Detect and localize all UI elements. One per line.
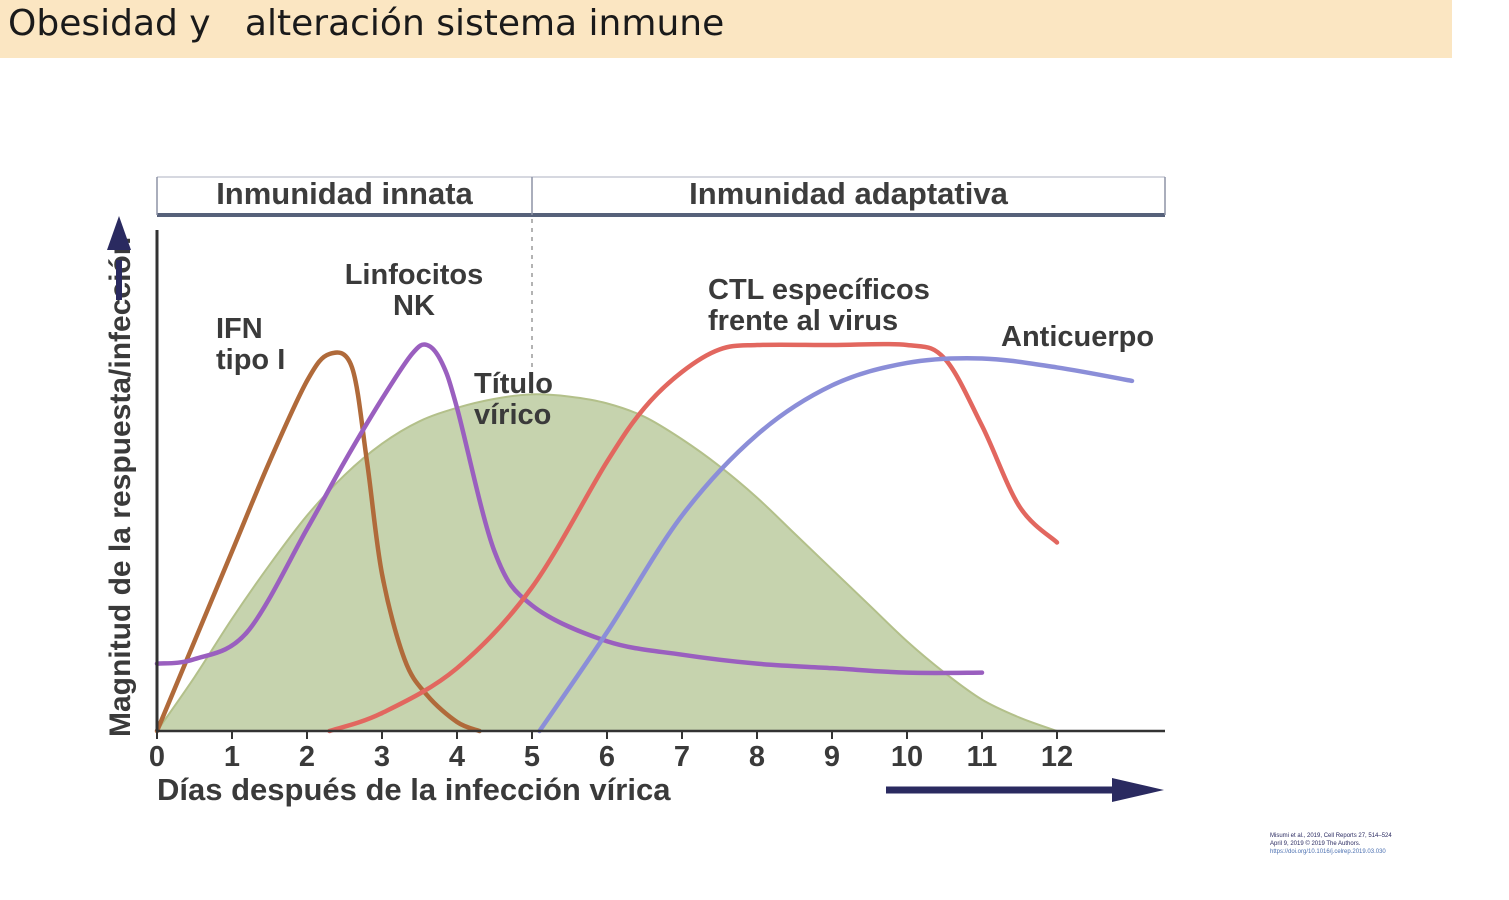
x-tick-label-2: 2 <box>299 741 315 773</box>
series-label-2-1: NK <box>393 290 435 322</box>
x-tick-label-4: 4 <box>449 741 465 773</box>
slide-title: Obesidad y alteración sistema inmune <box>8 3 725 44</box>
phase-label-0: Inmunidad innata <box>216 176 473 211</box>
x-tick-label-3: 3 <box>374 741 390 773</box>
slide-title-bar: Obesidad y alteración sistema inmune <box>0 0 1452 58</box>
y-axis-title: Magnitud de la respuesta/infección <box>104 237 137 737</box>
series-label-2-0: Linfocitos <box>345 259 484 291</box>
series-label-3-1: frente al virus <box>708 305 898 337</box>
x-tick-label-10: 10 <box>891 741 923 773</box>
y-axis-arrowhead <box>107 216 131 250</box>
series-line-ctl <box>327 341 1060 734</box>
series-line-nk <box>154 342 985 676</box>
citation-line-1: Misumi et al., 2019, Cell Reports 27, 51… <box>1270 833 1392 839</box>
x-tick-label-1: 1 <box>224 741 240 773</box>
x-tick-label-12: 12 <box>1041 741 1073 773</box>
series-area-viral-titer <box>155 393 1058 732</box>
series-label-0-0: Título <box>474 368 553 400</box>
x-tick-label-5: 5 <box>524 741 540 773</box>
series-label-3-0: CTL específicos <box>708 274 930 306</box>
series-label-1-1: tipo I <box>216 344 285 376</box>
phase-label-1: Inmunidad adaptativa <box>689 176 1008 211</box>
citation-doi[interactable]: https://doi.org/10.1016/j.celrep.2019.03… <box>1270 849 1386 855</box>
x-tick-label-8: 8 <box>749 741 765 773</box>
x-tick-label-0: 0 <box>149 741 165 773</box>
series-label-4-0: Anticuerpo <box>1001 321 1154 353</box>
x-tick-label-7: 7 <box>674 741 690 773</box>
x-tick-label-9: 9 <box>824 741 840 773</box>
series-label-0-1: vírico <box>474 399 551 431</box>
citation-line-2: April 9, 2019 © 2019 The Authors. <box>1270 841 1361 847</box>
series-label-1-0: IFN <box>216 313 263 345</box>
x-axis-title: Días después de la infección vírica <box>157 772 671 807</box>
x-tick-label-6: 6 <box>599 741 615 773</box>
citation: Misumi et al., 2019, Cell Reports 27, 51… <box>1270 832 1460 856</box>
x-tick-label-11: 11 <box>967 741 998 773</box>
x-axis-arrowhead <box>1112 778 1164 802</box>
series-line-antibody <box>537 355 1135 734</box>
